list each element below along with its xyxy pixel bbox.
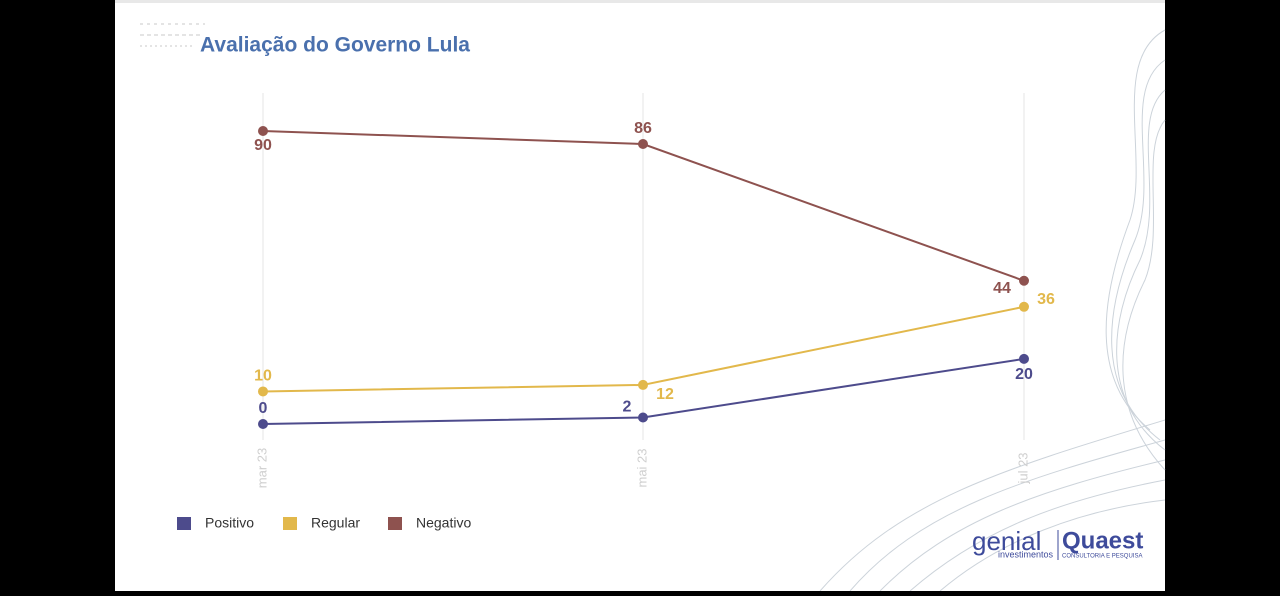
logo-quaest-sub: CONSULTORIA E PESQUISA xyxy=(1062,554,1142,560)
point xyxy=(1019,301,1029,312)
data-label: 0 xyxy=(259,400,268,417)
x-tick-label: jul 23 xyxy=(1015,452,1030,484)
point xyxy=(638,379,648,390)
data-label: 12 xyxy=(656,386,674,403)
point xyxy=(638,412,648,423)
slide xyxy=(115,0,1165,591)
data-label: 20 xyxy=(1015,366,1033,383)
legend-swatch xyxy=(177,517,191,530)
logo-quaest: Quaest xyxy=(1062,527,1143,554)
point xyxy=(258,419,268,429)
point xyxy=(258,126,268,136)
data-label: 2 xyxy=(623,399,632,416)
data-label: 44 xyxy=(993,280,1011,297)
wave-decoration xyxy=(819,29,1166,592)
x-tick-label: mar 23 xyxy=(254,448,269,488)
legend-swatch xyxy=(283,517,297,530)
point xyxy=(258,386,268,397)
header-icon xyxy=(140,23,205,47)
legend-label: Positivo xyxy=(205,515,254,531)
legend-swatch xyxy=(388,517,402,530)
data-label: 90 xyxy=(254,137,272,154)
x-tick-label: mai 23 xyxy=(634,448,649,487)
chart-title: Avaliação do Governo Lula xyxy=(200,34,470,57)
point xyxy=(638,139,648,150)
legend-label: Negativo xyxy=(416,515,471,531)
data-label: 36 xyxy=(1037,291,1055,308)
logo-genial-sub: investimentos xyxy=(998,549,1054,559)
legend-label: Regular xyxy=(311,515,360,531)
slide-top-edge xyxy=(115,0,1165,3)
point xyxy=(1019,353,1029,364)
point xyxy=(1019,275,1029,286)
data-label: 10 xyxy=(254,368,272,385)
logo-genial: genial xyxy=(972,526,1041,556)
data-label: 86 xyxy=(634,120,652,137)
